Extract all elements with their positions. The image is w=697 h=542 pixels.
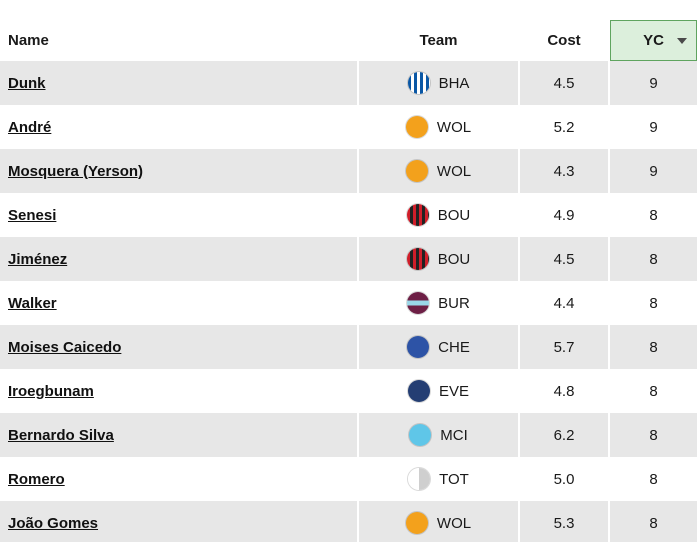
name-cell: Dunk: [0, 61, 357, 105]
player-name-link[interactable]: João Gomes: [8, 514, 99, 532]
yc-value: 9: [610, 149, 697, 193]
player-name-link[interactable]: Senesi: [8, 206, 57, 224]
table-row: Walker BUR 4.4 8: [0, 281, 697, 325]
team-code: EVE: [438, 382, 469, 400]
team-code: TOT: [439, 470, 469, 488]
team-badge-icon-wol: [405, 160, 428, 182]
yc-value: 8: [610, 237, 697, 281]
cost-value: 4.5: [520, 237, 608, 281]
column-header-yc-sorted[interactable]: YC: [610, 20, 697, 61]
team-badge-icon-bur: [407, 292, 430, 314]
yc-value: 8: [610, 369, 697, 413]
name-cell: Jiménez: [0, 237, 357, 281]
table-body: Dunk BHA 4.5 9 André WOL 5.2 9 Mosquera …: [0, 61, 697, 542]
team-cell: BOU: [359, 237, 518, 281]
yc-value: 9: [610, 61, 697, 105]
cost-value: 4.9: [520, 193, 608, 237]
column-header-name[interactable]: Name: [0, 20, 357, 61]
team-badge-icon-che: [407, 336, 430, 358]
team-badge-icon-wol: [405, 512, 428, 534]
team-code: WOL: [436, 162, 472, 180]
name-cell: João Gomes: [0, 501, 357, 542]
player-name-link[interactable]: Iroegbunam: [8, 382, 94, 400]
team-cell: EVE: [359, 369, 518, 413]
team-cell: MCI: [359, 413, 518, 457]
team-badge-icon-tot: [408, 468, 431, 490]
table-row: Bernardo Silva MCI 6.2 8: [0, 413, 697, 457]
column-header-cost[interactable]: Cost: [520, 20, 608, 61]
team-code: CHE: [438, 338, 470, 356]
team-cell: WOL: [359, 149, 518, 193]
cost-value: 4.3: [520, 149, 608, 193]
table-row: João Gomes WOL 5.3 8: [0, 501, 697, 542]
team-code: BOU: [437, 206, 471, 224]
column-header-yc-label: YC: [643, 32, 664, 49]
team-cell: WOL: [359, 501, 518, 542]
player-name-link[interactable]: André: [8, 118, 52, 136]
column-header-team[interactable]: Team: [359, 20, 518, 61]
team-cell: BOU: [359, 193, 518, 237]
team-badge-icon-mci: [409, 424, 432, 446]
yc-value: 8: [610, 325, 697, 369]
yc-value: 8: [610, 193, 697, 237]
team-cell: TOT: [359, 457, 518, 501]
table-row: Mosquera (Yerson) WOL 4.3 9: [0, 149, 697, 193]
team-cell: BHA: [359, 61, 518, 105]
table-row: Iroegbunam EVE 4.8 8: [0, 369, 697, 413]
team-code: BUR: [438, 294, 470, 312]
cost-value: 5.0: [520, 457, 608, 501]
player-name-link[interactable]: Jiménez: [8, 250, 68, 268]
name-cell: Iroegbunam: [0, 369, 357, 413]
yc-value: 8: [610, 457, 697, 501]
table-header: Name Team Cost YC: [0, 20, 697, 61]
yc-value: 8: [610, 281, 697, 325]
table-row: Moises Caicedo CHE 5.7 8: [0, 325, 697, 369]
name-cell: Bernardo Silva: [0, 413, 357, 457]
table-row: Senesi BOU 4.9 8: [0, 193, 697, 237]
team-badge-icon-bou: [406, 204, 429, 226]
cost-value: 5.7: [520, 325, 608, 369]
team-code: WOL: [436, 514, 472, 532]
team-badge-icon-bou: [406, 248, 429, 270]
table-row: André WOL 5.2 9: [0, 105, 697, 149]
yc-value: 8: [610, 413, 697, 457]
name-cell: Romero: [0, 457, 357, 501]
cost-value: 5.3: [520, 501, 608, 542]
player-name-link[interactable]: Romero: [8, 470, 65, 488]
table-row: Dunk BHA 4.5 9: [0, 61, 697, 105]
player-name-link[interactable]: Bernardo Silva: [8, 426, 114, 444]
players-stats-table: Name Team Cost YC Dunk BHA 4.5 9 André W…: [0, 20, 697, 542]
team-badge-icon-wol: [405, 116, 428, 138]
cost-value: 4.8: [520, 369, 608, 413]
player-name-link[interactable]: Dunk: [8, 74, 46, 92]
player-name-link[interactable]: Walker: [8, 294, 57, 312]
team-code: BOU: [437, 250, 471, 268]
name-cell: Moises Caicedo: [0, 325, 357, 369]
cost-value: 5.2: [520, 105, 608, 149]
sort-descending-caret-icon: [677, 37, 687, 44]
yc-value: 8: [610, 501, 697, 542]
team-badge-icon-eve: [407, 380, 430, 402]
player-name-link[interactable]: Mosquera (Yerson): [8, 162, 144, 180]
name-cell: Senesi: [0, 193, 357, 237]
name-cell: Walker: [0, 281, 357, 325]
cost-value: 4.4: [520, 281, 608, 325]
table-row: Jiménez BOU 4.5 8: [0, 237, 697, 281]
name-cell: Mosquera (Yerson): [0, 149, 357, 193]
yc-value: 9: [610, 105, 697, 149]
team-cell: CHE: [359, 325, 518, 369]
team-cell: WOL: [359, 105, 518, 149]
table-row: Romero TOT 5.0 8: [0, 457, 697, 501]
team-badge-icon-bha: [407, 72, 430, 94]
player-name-link[interactable]: Moises Caicedo: [8, 338, 122, 356]
team-code: WOL: [436, 118, 472, 136]
cost-value: 4.5: [520, 61, 608, 105]
team-code: MCI: [440, 426, 468, 444]
name-cell: André: [0, 105, 357, 149]
team-code: BHA: [438, 74, 470, 92]
team-cell: BUR: [359, 281, 518, 325]
cost-value: 6.2: [520, 413, 608, 457]
